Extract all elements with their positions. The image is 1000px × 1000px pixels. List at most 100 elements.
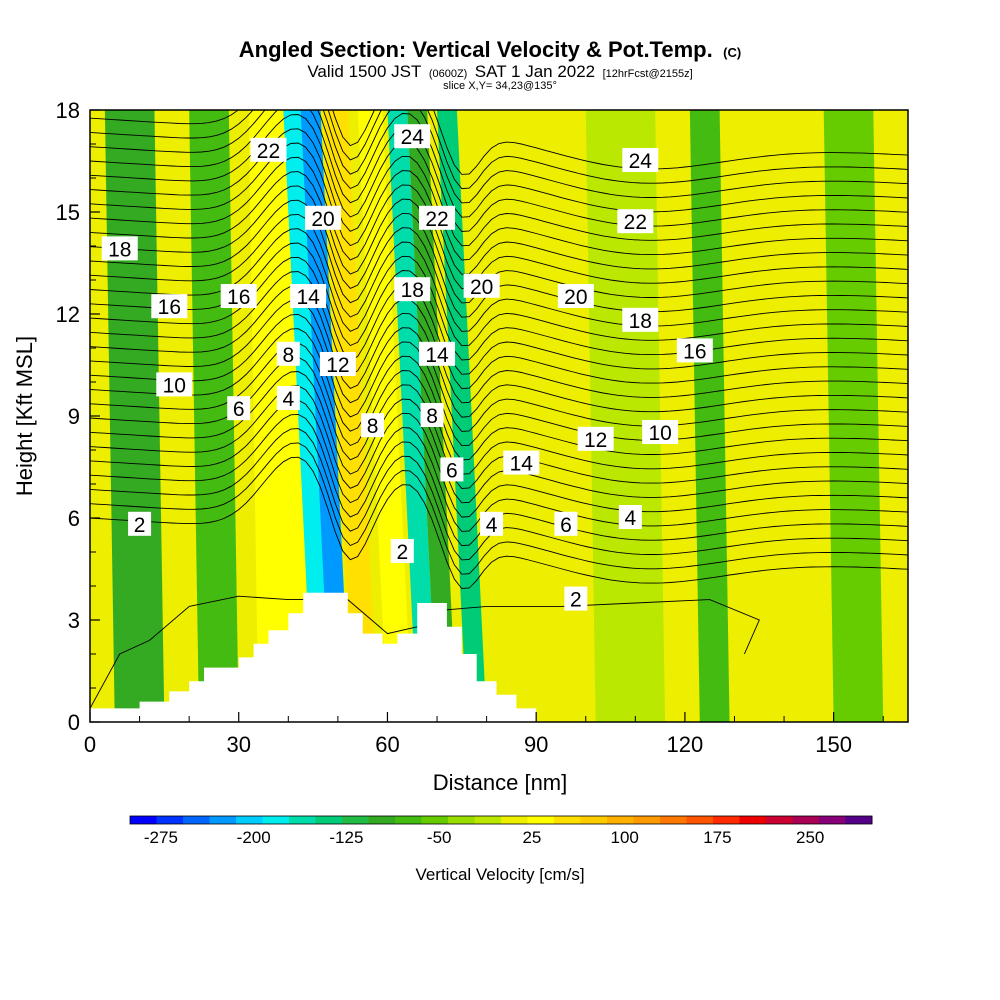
svg-text:12: 12 (326, 354, 349, 377)
isentrope-line-18 (90, 199, 908, 332)
colorbar-swatch-17 (580, 816, 608, 824)
y-tick-label-1: 3 (68, 608, 80, 633)
contour-label-9: 8 (276, 341, 300, 367)
colorbar-swatch-19 (633, 816, 661, 824)
svg-text:14: 14 (296, 286, 320, 309)
contour-label-22: 18 (101, 236, 138, 261)
colorbar-swatch-4 (236, 816, 263, 824)
svg-text:20: 20 (564, 286, 587, 309)
colorbar-swatch-12 (448, 816, 475, 824)
svg-text:18: 18 (629, 310, 652, 333)
x-tick-label-3: 90 (524, 732, 548, 757)
svg-text:24: 24 (401, 126, 425, 149)
colorbar-tick-2: -125 (329, 828, 363, 847)
x-axis: 0 30 60 90 120 150 (84, 712, 884, 757)
isentrope-line-11 (90, 299, 908, 432)
contour-label-2: 2 (564, 586, 588, 612)
x-tick-label-2: 60 (375, 732, 399, 757)
colorbar-swatch-23 (739, 816, 767, 824)
colorbar-label: Vertical Velocity [cm/s] (415, 865, 584, 884)
colorbar-tick-4: 25 (522, 828, 541, 847)
svg-text:14: 14 (510, 453, 534, 476)
colorbar-swatch-24 (766, 816, 793, 824)
svg-text:22: 22 (624, 211, 647, 234)
contour-label-25: 20 (305, 205, 342, 231)
contour-label-12: 10 (156, 372, 193, 397)
x-tick-label-5: 150 (815, 732, 852, 757)
isentrope-line-20 (90, 171, 908, 304)
contour-label-6: 6 (227, 396, 251, 421)
isentrope-line-6 (90, 371, 908, 504)
colorbar-tick-1: -200 (237, 828, 271, 847)
contour-label-21: 16 (676, 338, 713, 363)
colorbar-swatch-0 (130, 816, 157, 824)
terrain (90, 592, 537, 722)
svg-text:22: 22 (425, 208, 448, 231)
contour-label-28: 22 (250, 137, 287, 163)
contour-label-23: 18 (394, 277, 431, 302)
contour-label-18: 14 (503, 450, 540, 476)
svg-text:2: 2 (396, 541, 408, 564)
svg-text:8: 8 (367, 415, 379, 438)
svg-text:4: 4 (486, 514, 498, 537)
colorbar-swatch-16 (554, 816, 581, 824)
contour-label-30: 22 (617, 209, 654, 234)
chart-slice-info: slice X,Y= 34,23@135° (443, 80, 557, 92)
chart-title: Angled Section: Vertical Velocity & Pot.… (239, 37, 741, 62)
velocity-band-6 (357, 110, 413, 722)
y-tick-label-3: 9 (68, 404, 80, 429)
y-tick-label-0: 0 (68, 710, 80, 735)
svg-text:18: 18 (108, 238, 131, 261)
colorbar-swatch-3 (209, 816, 237, 824)
colorbar-swatch-11 (421, 816, 449, 824)
velocity-band-5 (323, 110, 378, 722)
contour-label-10: 8 (361, 413, 385, 438)
isentrope-line-23 (90, 128, 908, 261)
y-tick-label-2: 6 (68, 506, 80, 531)
isentrope-line-low (90, 595, 760, 709)
contour-label-26: 20 (463, 273, 500, 299)
y-tick-label-5: 15 (56, 200, 80, 225)
svg-text:4: 4 (282, 388, 294, 411)
colorbar-swatch-7 (315, 816, 343, 824)
x-axis-label: Distance [nm] (433, 770, 568, 795)
velocity-band-10 (476, 110, 547, 722)
colorbar (129, 815, 873, 825)
isentrope-line-25 (90, 110, 908, 232)
y-tick-label-6: 18 (56, 98, 80, 123)
isentrope-line-22 (90, 142, 908, 275)
contour-label-17: 14 (419, 341, 456, 367)
colorbar-swatch-18 (607, 816, 634, 824)
isentrope-line-14 (90, 256, 908, 390)
colorbar-tick-6: 175 (703, 828, 731, 847)
colorbar-swatch-10 (395, 816, 422, 824)
isentrope-line-24 (90, 114, 908, 247)
isentrope-line-9 (90, 328, 908, 461)
isentrope-line-0 (90, 456, 908, 589)
colorbar-swatch-9 (368, 816, 396, 824)
svg-text:18: 18 (401, 279, 424, 302)
contour-label-15: 12 (577, 426, 614, 452)
colorbar-swatch-26 (819, 816, 846, 824)
svg-text:24: 24 (629, 150, 653, 173)
contour-label-20: 16 (220, 284, 257, 309)
isentrope-line-4 (90, 399, 908, 532)
velocity-band-11 (585, 110, 666, 722)
colorbar-swatch-2 (183, 816, 210, 824)
svg-text:6: 6 (446, 459, 458, 482)
isentrope-line-29 (332, 110, 908, 175)
x-tick-label-1: 30 (226, 732, 250, 757)
y-tick-label-4: 12 (56, 302, 80, 327)
contour-label-16: 14 (290, 284, 327, 309)
contour-label-0: 2 (128, 511, 152, 537)
colorbar-swatch-5 (262, 816, 290, 824)
svg-text:2: 2 (570, 589, 582, 612)
colorbar-swatch-25 (792, 816, 820, 824)
svg-text:10: 10 (648, 422, 671, 445)
colorbar-swatch-15 (527, 816, 555, 824)
svg-text:16: 16 (227, 286, 250, 309)
colorbar-tick-5: 100 (611, 828, 639, 847)
velocity-band-0 (104, 110, 165, 722)
colorbar-swatch-20 (660, 816, 687, 824)
isentrope-line-17 (90, 213, 908, 347)
